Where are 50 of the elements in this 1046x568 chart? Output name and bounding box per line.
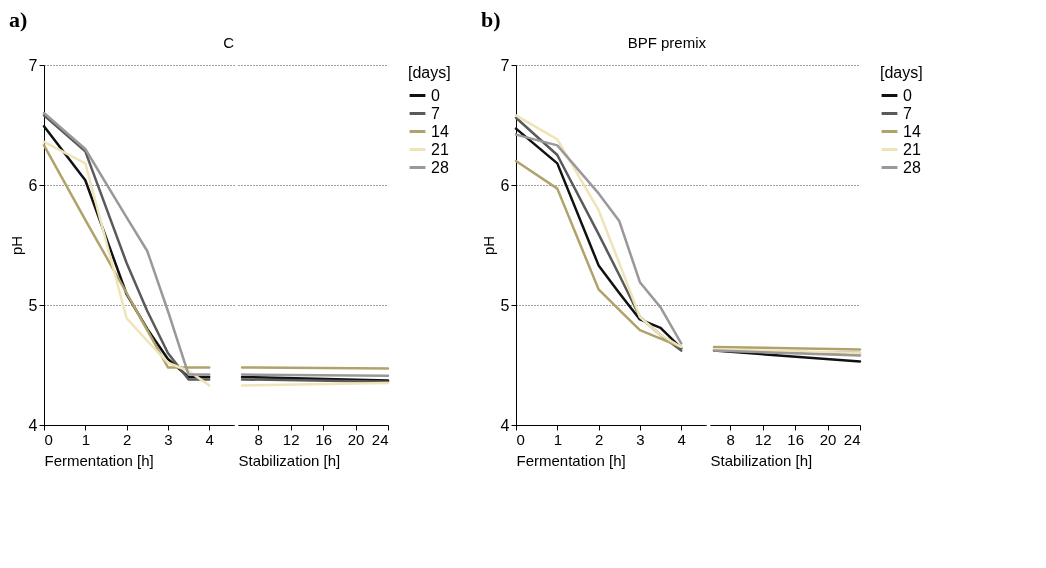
chart-title: C [223, 34, 235, 51]
x-tick-label: 2 [594, 430, 604, 448]
x-tick-label: 3 [636, 430, 645, 448]
legend-label: 21 [903, 140, 921, 158]
legend-label: 14 [431, 122, 449, 140]
x-tick-label: 4 [205, 430, 214, 448]
x-axis-title: Stabilization [h] [710, 451, 813, 469]
x-tick-label: 24 [843, 430, 861, 448]
y-tick-label: 5 [500, 296, 510, 314]
x-tick-label: 1 [81, 430, 90, 448]
x-tick-label: 1 [553, 430, 562, 448]
legend-label: 0 [903, 86, 912, 104]
y-tick-label: 6 [28, 176, 38, 194]
y-tick-label: 6 [500, 176, 510, 194]
chart-title: BPF premix [627, 34, 707, 51]
legend-label: 7 [903, 104, 912, 122]
y-axis-title: pH [7, 235, 25, 256]
x-tick-label: 16 [787, 430, 804, 448]
legend-label: 7 [431, 104, 440, 122]
legend-title: [days] [880, 64, 923, 81]
legend-title: [days] [408, 64, 451, 81]
legend-label: 14 [903, 122, 921, 140]
text: a) [9, 7, 28, 32]
x-tick-label: 12 [754, 430, 772, 448]
y-tick-label: 7 [28, 56, 38, 74]
x-tick-label: 20 [819, 430, 837, 448]
x-tick-label: 2 [122, 430, 132, 448]
x-axis-title: Fermentation [h] [516, 451, 626, 469]
legend-label: 28 [903, 158, 921, 176]
y-tick-label: 5 [28, 296, 38, 314]
y-axis-title: pH [479, 235, 497, 256]
x-tick-label: 8 [254, 430, 263, 448]
x-tick-label: 24 [371, 430, 389, 448]
x-tick-label: 16 [315, 430, 332, 448]
x-tick-label: 3 [164, 430, 173, 448]
y-tick-label: 4 [500, 416, 510, 434]
x-tick-label: 0 [44, 430, 53, 448]
x-axis-title: Stabilization [h] [238, 451, 341, 469]
x-tick-label: 8 [726, 430, 735, 448]
y-tick-label: 7 [500, 56, 510, 74]
text: b) [481, 7, 501, 32]
x-tick-label: 12 [282, 430, 300, 448]
x-tick-label: 4 [677, 430, 686, 448]
y-tick-label: 4 [28, 416, 38, 434]
x-tick-label: 0 [516, 430, 525, 448]
x-axis-title: Fermentation [h] [44, 451, 154, 469]
x-tick-label: 20 [347, 430, 365, 448]
legend-label: 0 [431, 86, 440, 104]
legend-label: 21 [431, 140, 449, 158]
legend-label: 28 [431, 158, 449, 176]
